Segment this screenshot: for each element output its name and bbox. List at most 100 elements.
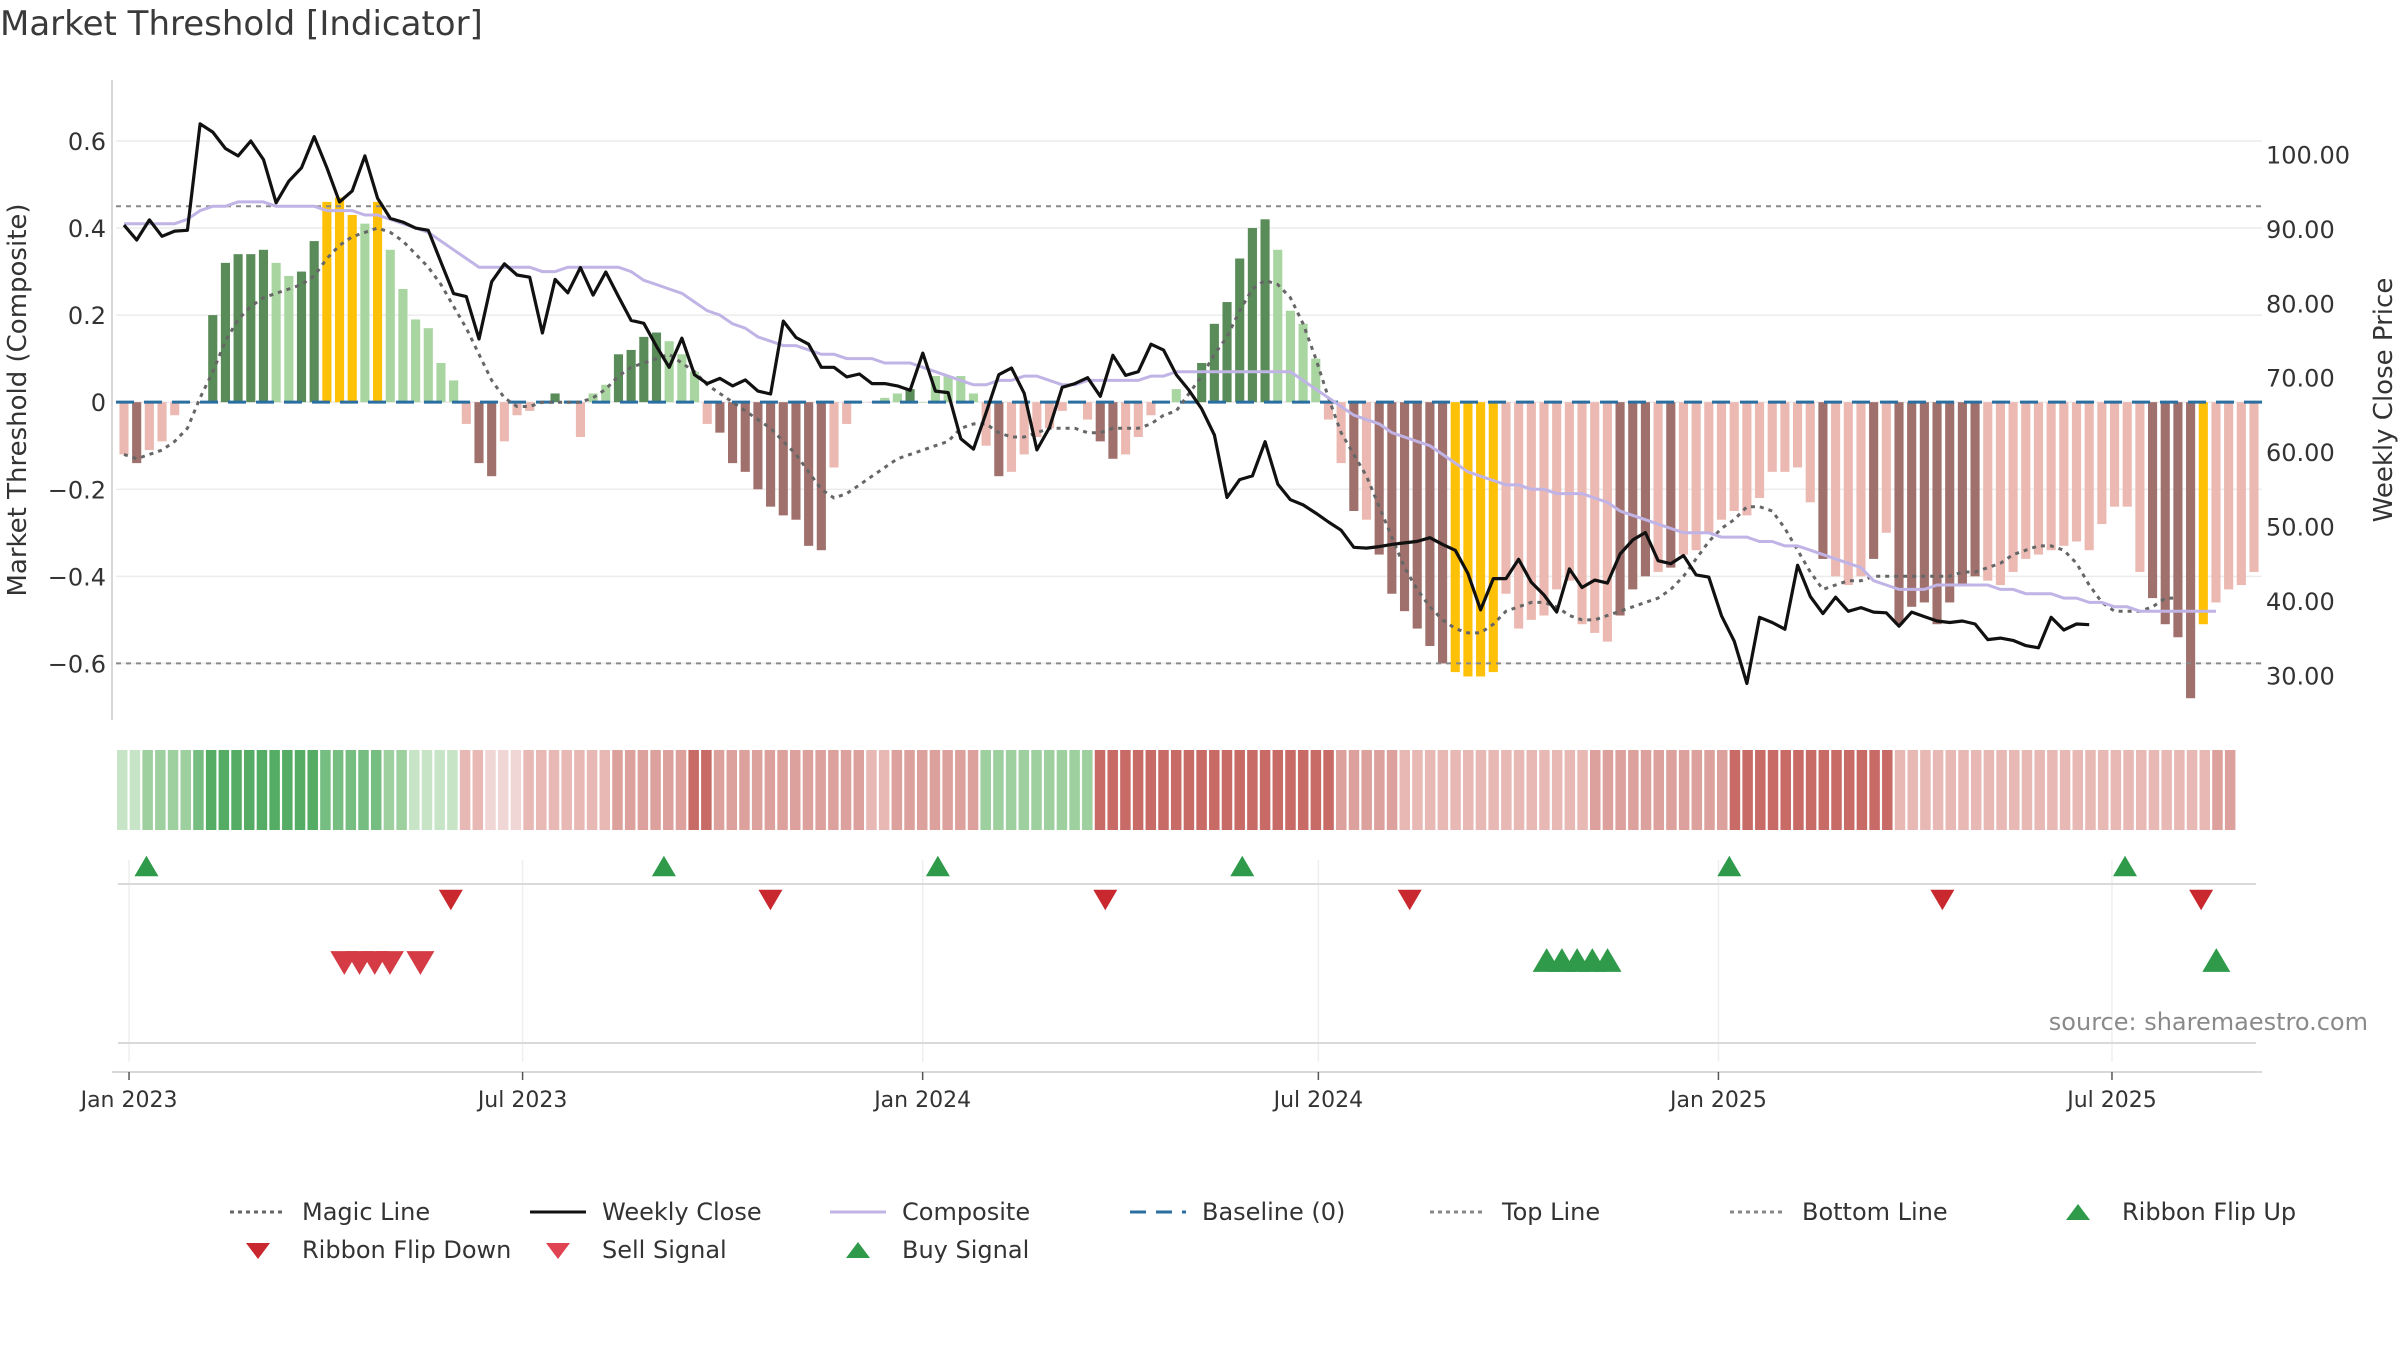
legend-swatch-icon — [846, 1242, 870, 1258]
ribbon-segment — [1564, 750, 1576, 830]
composite-bar — [474, 402, 484, 464]
ribbon-segment — [1615, 750, 1626, 830]
y2-tick-label: 90.00 — [2266, 216, 2335, 244]
legend-item: Magic Line — [230, 1198, 430, 1226]
composite-bar — [1754, 402, 1765, 498]
composite-bar — [246, 254, 256, 403]
ribbon-segment — [828, 750, 839, 830]
composite-bar — [1323, 402, 1334, 420]
ribbon-flip-up-marker — [1230, 855, 1255, 877]
composite-bar — [943, 376, 953, 403]
legend-swatch-icon — [230, 1210, 286, 1214]
composite-bar — [1374, 402, 1384, 555]
composite-bar — [981, 402, 991, 446]
ribbon-segment — [536, 750, 547, 830]
ribbon-segment — [243, 750, 255, 830]
ribbon-segment — [2072, 750, 2084, 830]
composite-bar — [588, 393, 598, 403]
ribbon-segment — [726, 750, 738, 830]
ribbon-segment — [142, 750, 153, 830]
ribbon-segment — [1526, 750, 1538, 830]
composite-bar — [157, 402, 167, 442]
composite-bar — [1957, 402, 1967, 586]
composite-bar — [360, 223, 370, 403]
ribbon-segment — [599, 750, 611, 830]
ribbon-flip-down-marker — [2189, 889, 2214, 911]
composite-bar — [284, 275, 294, 403]
composite-bar — [334, 197, 345, 403]
composite-bar — [1019, 402, 1029, 455]
legend-swatch-icon — [1430, 1210, 1486, 1214]
composite-bar — [525, 402, 535, 411]
ribbon-segment — [1094, 750, 1106, 830]
composite-bar — [728, 402, 738, 464]
composite-bar — [2084, 402, 2094, 551]
y-axis-label: Market Threshold (Composite) — [3, 203, 33, 596]
legend-swatch-icon — [546, 1243, 570, 1259]
ribbon-segment — [1716, 750, 1728, 830]
composite-bar — [1602, 402, 1612, 642]
legend-swatch-icon — [1130, 1210, 1186, 1214]
composite-bar — [816, 402, 826, 551]
composite-bar — [1108, 402, 1118, 459]
composite-bar — [1006, 402, 1017, 472]
composite-bar — [677, 354, 687, 403]
composite-bar — [2033, 402, 2044, 555]
ribbon-segment — [1424, 750, 1436, 830]
ribbon-segment — [307, 750, 318, 830]
ribbon-segment — [2199, 750, 2211, 830]
composite-bar — [1273, 249, 1283, 403]
composite-bar — [601, 384, 611, 403]
ribbon-segment — [891, 750, 903, 830]
ribbon-segment — [1602, 750, 1614, 830]
ribbon-segment — [2110, 750, 2122, 830]
ribbon-segment — [815, 750, 826, 830]
x-tick-label: Jan 2024 — [872, 1088, 971, 1113]
weekly-close-line — [122, 122, 2090, 686]
ribbon-segment — [2047, 750, 2058, 830]
ribbon-flip-down-marker — [438, 889, 463, 911]
ribbon-segment — [2085, 750, 2096, 830]
legend-item: Buy Signal — [830, 1236, 1029, 1264]
ribbon-segment — [2123, 750, 2134, 830]
composite-bar — [651, 332, 662, 403]
x-tick-label: Jul 2023 — [476, 1088, 568, 1113]
composite-bar — [1945, 402, 1955, 603]
composite-bar — [1881, 402, 1891, 533]
composite-bar — [1285, 310, 1295, 403]
composite-bar — [2008, 402, 2018, 572]
composite-bar — [1412, 402, 1422, 629]
composite-bar — [2224, 402, 2234, 590]
composite-bar — [753, 402, 763, 490]
y2-tick-label: 40.00 — [2266, 588, 2335, 616]
sell-signal-marker — [406, 951, 435, 975]
ribbon-segment — [1628, 750, 1639, 830]
composite-bar — [220, 262, 230, 403]
ribbon-segment — [1475, 750, 1487, 830]
ribbon-segment — [1297, 750, 1309, 830]
composite-bar — [2059, 402, 2069, 546]
ribbon-segment — [269, 750, 280, 830]
ribbon-segment — [612, 750, 623, 830]
composite-bar — [309, 241, 319, 403]
composite-bar — [1742, 402, 1752, 516]
ribbon-segment — [1678, 750, 1690, 830]
ribbon-segment — [2186, 750, 2198, 830]
ribbon-segment — [637, 750, 649, 830]
y-tick-label: −0.2 — [48, 476, 106, 504]
composite-bar — [740, 402, 750, 472]
ribbon-segment — [878, 750, 890, 830]
axes: Market Threshold (Composite) Weekly Clos… — [3, 80, 2399, 1113]
composite-bar — [2160, 402, 2170, 625]
ribbon-segment — [1221, 750, 1233, 830]
composite-bar — [1552, 402, 1562, 590]
ribbon-segment — [117, 750, 128, 830]
ribbon-segment — [1932, 750, 1944, 830]
composite-bar — [2135, 402, 2145, 572]
ribbon-segment — [1856, 750, 1868, 830]
composite-bar — [1640, 402, 1650, 577]
composite-bar — [1564, 402, 1574, 581]
ribbon-segment — [1323, 750, 1334, 830]
ribbon-segment — [675, 750, 687, 830]
composite-bar — [639, 336, 649, 403]
